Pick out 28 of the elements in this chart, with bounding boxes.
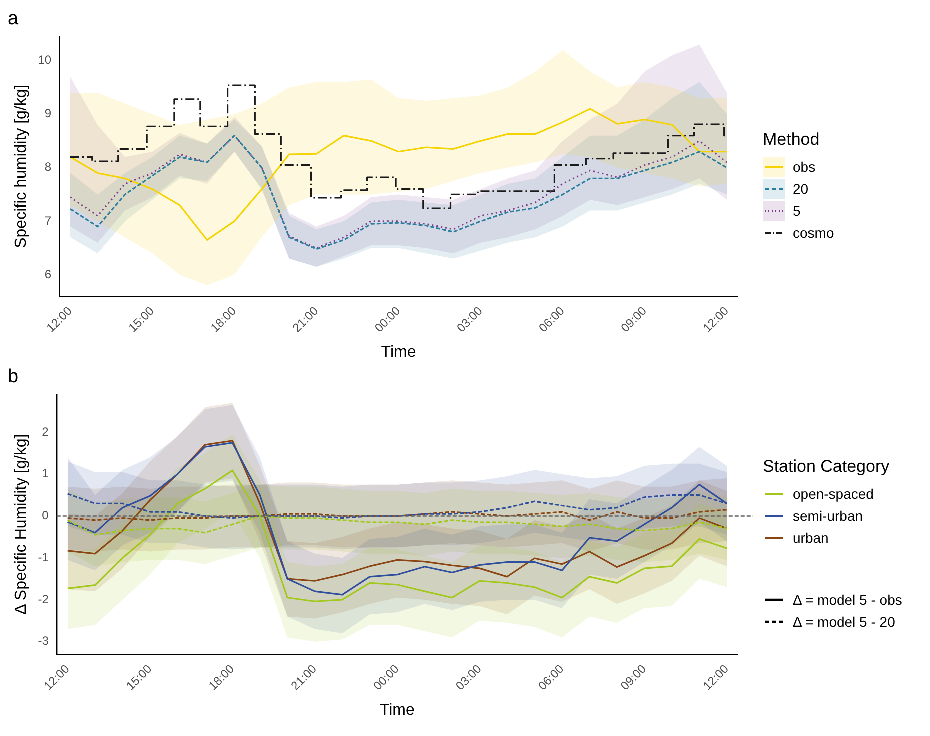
text: Δ = model 5 - 20: [793, 614, 896, 630]
legend-label: obs: [793, 159, 816, 175]
y-axis-title: Δ Specific Humidity [g/kg]: [13, 434, 30, 615]
legend-label: cosmo: [793, 225, 834, 241]
legend-label: semi-urban: [793, 508, 864, 524]
chart-title: a: [8, 8, 19, 30]
legend-label: urban: [793, 530, 829, 546]
y-tick-label: 8: [44, 160, 52, 174]
legend-label: 20: [793, 181, 809, 197]
text: Δ = model 5 - obs: [793, 592, 902, 608]
x-axis-title: Time: [381, 344, 416, 361]
y-tick-label: -3: [38, 634, 50, 648]
y-tick-label: 6: [44, 267, 52, 282]
y-tick-label: 0: [42, 508, 50, 523]
x-axis-title: Time: [380, 702, 416, 719]
y-tick-label: -1: [38, 550, 50, 564]
y-tick-label: 7: [44, 214, 52, 228]
legend-title: Method: [763, 130, 821, 150]
legend-label: 5: [793, 203, 801, 219]
legend-label: open-spaced: [793, 486, 874, 502]
y-tick-label: 1: [42, 466, 50, 481]
y-tick-label: 10: [38, 53, 52, 68]
y-tick-label: 2: [42, 424, 50, 439]
chart-title: b: [8, 366, 19, 388]
y-tick-label: 9: [44, 106, 52, 121]
legend-title: Station Category: [763, 457, 891, 477]
y-tick-label: -2: [38, 592, 50, 606]
y-axis-title: Specific humidity [g/kg]: [13, 84, 30, 248]
